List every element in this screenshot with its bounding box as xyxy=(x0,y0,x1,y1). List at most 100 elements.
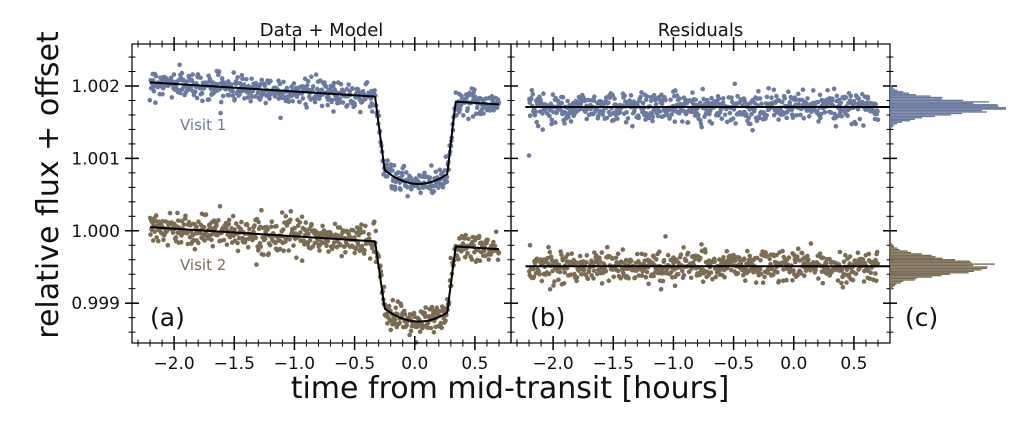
residual-point xyxy=(779,99,785,105)
residual-point xyxy=(847,254,853,259)
histogram-bar xyxy=(890,282,901,284)
data-point xyxy=(232,227,237,232)
residual-point xyxy=(782,96,787,101)
residual-point xyxy=(853,121,859,127)
x-tick-label: 0.5 xyxy=(840,354,867,374)
residual-point xyxy=(597,258,603,264)
data-point xyxy=(297,220,303,225)
residual-point xyxy=(584,116,589,122)
data-point xyxy=(179,218,185,224)
data-point xyxy=(334,244,340,250)
data-point xyxy=(307,238,313,243)
data-point xyxy=(338,243,343,248)
residual-point xyxy=(786,89,791,94)
residual-point xyxy=(632,275,638,280)
data-point xyxy=(439,325,445,331)
data-point xyxy=(233,221,239,226)
residual-point xyxy=(767,256,772,262)
residual-point xyxy=(698,255,703,261)
data-point xyxy=(264,93,269,98)
residual-point xyxy=(624,110,629,115)
residual-point xyxy=(671,108,676,114)
data-point xyxy=(287,237,292,242)
data-point xyxy=(173,235,179,240)
residual-point xyxy=(837,249,843,255)
residual-point xyxy=(735,93,740,99)
data-point xyxy=(168,75,174,81)
histogram-bar xyxy=(890,95,931,97)
residual-point xyxy=(639,251,645,257)
data-point xyxy=(228,82,234,87)
data-point xyxy=(245,245,251,250)
data-point xyxy=(319,103,325,109)
residual-point xyxy=(776,117,781,122)
panel-label: (b) xyxy=(530,303,565,332)
residual-point xyxy=(676,272,681,277)
residual-point xyxy=(654,257,659,262)
residual-point xyxy=(790,278,795,283)
residual-point xyxy=(661,257,667,263)
data-point xyxy=(372,219,377,225)
histogram-bar xyxy=(890,257,943,259)
data-point xyxy=(457,106,463,112)
residual-point xyxy=(835,113,841,119)
residual-point xyxy=(606,278,612,284)
data-point xyxy=(386,303,392,309)
residual-point xyxy=(680,268,685,274)
residual-point xyxy=(599,250,605,255)
residual-point xyxy=(540,127,545,132)
residual-point xyxy=(808,241,814,246)
residual-point xyxy=(690,90,695,95)
data-point xyxy=(407,332,412,338)
data-point xyxy=(306,231,311,237)
data-point xyxy=(291,81,297,86)
data-point xyxy=(257,241,263,246)
residual-point xyxy=(553,120,558,125)
residual-point xyxy=(800,87,806,92)
data-point xyxy=(470,114,476,119)
residual-point xyxy=(731,107,737,112)
data-point xyxy=(438,320,444,326)
data-point xyxy=(444,179,450,184)
residual-point xyxy=(683,258,689,264)
residual-point xyxy=(796,91,801,97)
residual-point xyxy=(566,114,571,120)
histogram-bar xyxy=(890,248,900,251)
residual-point xyxy=(581,267,587,272)
histogram-bar xyxy=(890,241,892,243)
residual-point xyxy=(775,270,780,275)
data-point xyxy=(440,185,446,190)
histogram-bar xyxy=(890,109,982,112)
data-point xyxy=(194,95,200,101)
histogram-bar xyxy=(890,251,911,254)
data-point xyxy=(495,257,501,263)
visit-1-label: Visit 1 xyxy=(180,116,226,134)
data-point xyxy=(235,248,241,254)
residual-point xyxy=(784,277,789,283)
residual-point xyxy=(611,117,617,123)
data-point xyxy=(352,250,358,256)
residual-point xyxy=(672,283,678,289)
data-point xyxy=(274,223,279,229)
residual-point xyxy=(756,88,761,94)
data-point xyxy=(261,252,267,257)
histogram-bar xyxy=(890,120,911,122)
data-point xyxy=(384,162,389,167)
residual-point xyxy=(559,100,565,106)
data-point xyxy=(295,223,301,229)
residual-point xyxy=(584,253,590,258)
histogram-bar xyxy=(890,273,950,275)
residual-point xyxy=(865,96,871,101)
data-point xyxy=(392,187,398,192)
data-point xyxy=(256,219,261,225)
data-point xyxy=(178,240,184,245)
data-point xyxy=(283,239,288,245)
data-point xyxy=(442,168,448,173)
histogram-bar xyxy=(890,122,898,125)
data-point xyxy=(245,95,251,100)
data-point xyxy=(193,89,198,95)
histogram-bar xyxy=(890,270,974,272)
residual-point xyxy=(823,261,829,266)
residual-point xyxy=(594,106,600,112)
data-point xyxy=(332,221,338,227)
